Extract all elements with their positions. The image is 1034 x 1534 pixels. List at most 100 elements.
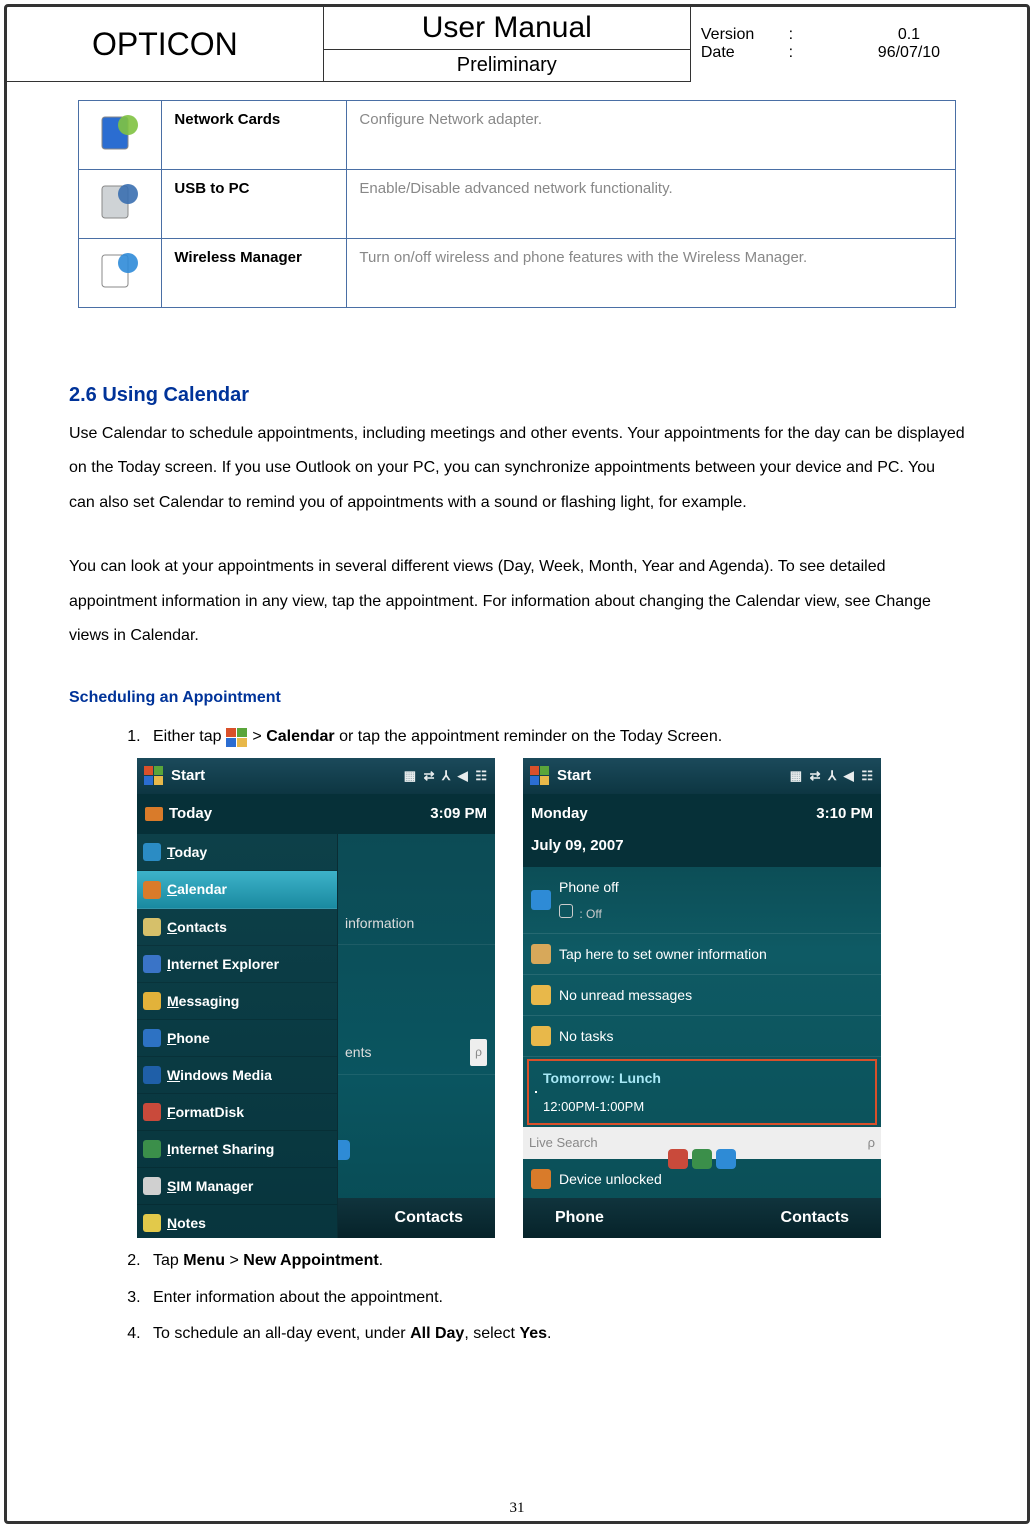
feature-icon-cell	[79, 239, 162, 308]
menu-item-internet-explorer[interactable]: Internet Explorer	[137, 946, 337, 983]
today-row-tasks[interactable]: No tasks	[523, 1016, 881, 1057]
meta-cell: Version : 0.1 Date : 96/07/10	[690, 7, 1027, 82]
back-strip: information entsρ	[337, 834, 495, 1238]
menu-list: Today Calendar Contacts Internet Explorer Me…	[137, 834, 338, 1238]
menu-item-messaging[interactable]: Messaging	[137, 983, 337, 1020]
menu-label: Internet Sharing	[167, 1134, 274, 1164]
brand-cell: OPTICON	[7, 7, 323, 82]
menu-item-formatdisk[interactable]: FormatDisk	[137, 1094, 337, 1131]
title-cell: User Manual	[323, 7, 690, 50]
step-2: Tap Menu > New Appointment.	[145, 1244, 965, 1278]
menu-icon	[143, 1029, 161, 1047]
feature-desc: Turn on/off wireless and phone features …	[347, 239, 955, 308]
today-body: Phone off : Off Tap here to set owner in…	[523, 867, 881, 1211]
section-para-1: Use Calendar to schedule appointments, i…	[69, 417, 965, 520]
date-label: Date	[701, 44, 781, 62]
menu-label: Contacts	[167, 912, 227, 942]
pda-time: 3:10 PM	[816, 798, 873, 863]
weekday-label: Monday	[531, 798, 624, 830]
tasks-icon	[531, 1026, 551, 1046]
pda-header2: Today 3:09 PM	[137, 794, 495, 834]
step-4: To schedule an all-day event, under All …	[145, 1317, 965, 1351]
pda-start-menu: Start ▦ ⇄ ⅄ ◀ ☷ Today 3:09 PM informatio…	[137, 758, 495, 1238]
menu-icon	[143, 992, 161, 1010]
version-label: Version	[701, 26, 781, 44]
today-row-phone[interactable]: Phone off : Off	[523, 867, 881, 934]
menu-label: Phone	[167, 1023, 210, 1053]
pda-bottombar: Phone Contacts	[523, 1198, 881, 1238]
search-icon: ρ	[868, 1129, 875, 1157]
section-title: 2.6 Using Calendar	[69, 374, 965, 417]
softkey-right[interactable]: Contacts	[781, 1201, 849, 1235]
menu-icon	[143, 1140, 161, 1158]
pda-today-screen: Start ▦ ⇄ ⅄ ◀ ☷ Monday July 09, 2007 3:1…	[523, 758, 881, 1238]
today-row-owner[interactable]: Tap here to set owner information	[523, 934, 881, 975]
menu-label: Today	[167, 837, 207, 867]
appointment-highlight[interactable]: Tomorrow: Lunch 12:00PM-1:00PM	[527, 1059, 877, 1125]
calendar-icon	[535, 1091, 537, 1093]
menu-label: Internet Explorer	[167, 949, 279, 979]
steps-list: Either tap > Calendar or tap the appoint…	[69, 720, 965, 754]
feature-icon	[98, 111, 142, 155]
date-label: July 09, 2007	[531, 830, 624, 862]
step-1: Either tap > Calendar or tap the appoint…	[145, 720, 965, 754]
version-value: 0.1	[801, 26, 1017, 44]
menu-label: Windows Media	[167, 1060, 272, 1090]
menu-label: Messaging	[167, 986, 239, 1016]
appointment-title: Tomorrow: Lunch	[543, 1063, 661, 1093]
menu-item-calendar[interactable]: Calendar	[137, 871, 337, 908]
screenshots-row: Start ▦ ⇄ ⅄ ◀ ☷ Today 3:09 PM informatio…	[137, 758, 965, 1238]
subtitle-cell: Preliminary	[323, 50, 690, 82]
topbar-icons: ▦ ⇄ ⅄ ◀ ☷	[790, 762, 875, 790]
date-value: 96/07/10	[801, 44, 1017, 62]
menu-item-internet-sharing[interactable]: Internet Sharing	[137, 1131, 337, 1168]
bottom-tray-icons	[668, 1149, 736, 1169]
menu-label: FormatDisk	[167, 1097, 244, 1127]
pda-topbar: Start ▦ ⇄ ⅄ ◀ ☷	[523, 758, 881, 794]
topbar-icons: ▦ ⇄ ⅄ ◀ ☷	[404, 762, 489, 790]
menu-item-phone[interactable]: Phone	[137, 1020, 337, 1057]
softkey-right[interactable]: Contacts	[395, 1201, 463, 1235]
back-info: information	[337, 902, 495, 945]
menu-icon	[143, 955, 161, 973]
menu-label: SIM Manager	[167, 1171, 253, 1201]
feature-row: Wireless Manager Turn on/off wireless an…	[79, 239, 955, 308]
feature-name: Wireless Manager	[162, 239, 347, 308]
feature-row: Network Cards Configure Network adapter.	[79, 101, 955, 170]
step-3: Enter information about the appointment.	[145, 1281, 965, 1315]
menu-icon	[143, 843, 161, 861]
softkey-left[interactable]: Phone	[555, 1201, 604, 1235]
today-row-messages[interactable]: No unread messages	[523, 975, 881, 1016]
menu-item-today[interactable]: Today	[137, 834, 337, 871]
feature-table: Network Cards Configure Network adapter.…	[78, 100, 955, 308]
menu-icon	[143, 918, 161, 936]
pda-date-header: Monday July 09, 2007 3:10 PM	[523, 794, 881, 867]
pda-time: 3:09 PM	[430, 798, 487, 830]
feature-icon	[98, 180, 142, 224]
feature-name: Network Cards	[162, 101, 347, 170]
start-label: Start	[171, 760, 205, 792]
section-para-2: You can look at your appointments in sev…	[69, 550, 965, 653]
menu-item-notes[interactable]: Notes	[137, 1205, 337, 1238]
menu-icon	[143, 1103, 161, 1121]
menu-item-sim-manager[interactable]: SIM Manager	[137, 1168, 337, 1205]
steps-list-cont: Tap Menu > New Appointment. Enter inform…	[69, 1244, 965, 1351]
appointment-time: 12:00PM-1:00PM	[543, 1093, 661, 1121]
menu-icon	[143, 1214, 161, 1232]
lock-icon	[531, 1169, 551, 1189]
page-number: 31	[7, 1500, 1027, 1517]
menu-label: Calendar	[167, 874, 227, 904]
feature-icon	[98, 249, 142, 293]
back-ents: entsρ	[337, 1031, 495, 1074]
menu-item-contacts[interactable]: Contacts	[137, 909, 337, 946]
sub-heading: Scheduling an Appointment	[69, 681, 965, 715]
menu-icon	[143, 881, 161, 899]
mail-icon	[531, 985, 551, 1005]
menu-icon	[143, 1066, 161, 1084]
start-flag-icon	[143, 765, 165, 787]
menu-item-windows-media[interactable]: Windows Media	[137, 1057, 337, 1094]
pda-topbar: Start ▦ ⇄ ⅄ ◀ ☷	[137, 758, 495, 794]
menu-label: Notes	[167, 1208, 206, 1238]
feature-icon-cell	[79, 170, 162, 239]
feature-name: USB to PC	[162, 170, 347, 239]
